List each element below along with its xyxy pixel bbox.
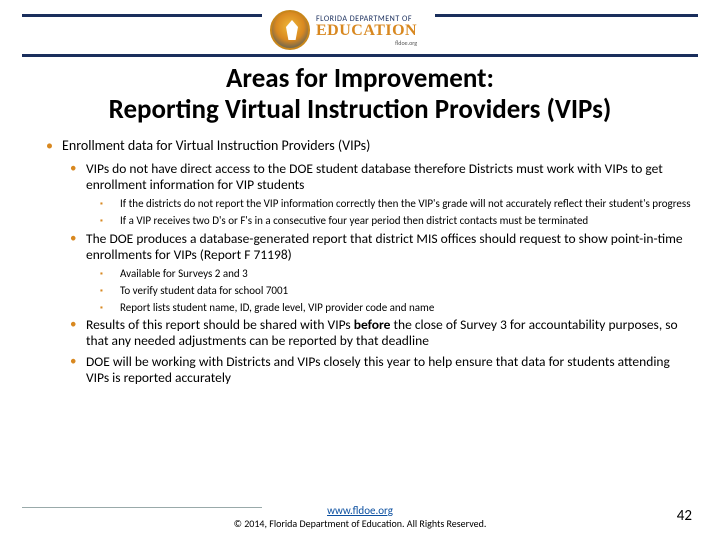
fldoe-logo: FLORIDA DEPARTMENT OF EDUCATION fldoe.or…: [270, 8, 430, 52]
slide-body: Enrollment data for Virtual Instruction …: [42, 138, 692, 390]
logo-shield-icon: [270, 10, 310, 50]
slide-footer: www.fldoe.org © 2014, Florida Department…: [0, 504, 720, 530]
logo-text: FLORIDA DEPARTMENT OF EDUCATION fldoe.or…: [316, 15, 417, 46]
bullet-level2: The DOE produces a database-generated re…: [42, 231, 692, 263]
title-line-2: Reporting Virtual Instruction Providers …: [109, 93, 612, 126]
text-pre: Results of this report should be shared …: [86, 316, 354, 333]
page-number: 42: [677, 507, 692, 525]
logo-sub-text: fldoe.org: [395, 40, 417, 46]
bullet-level3: Report lists student name, ID, grade lev…: [42, 301, 692, 315]
text-bold: before: [354, 316, 394, 333]
bullet-level3: If a VIP receives two D's or F's in a co…: [42, 214, 692, 228]
bullet-level1: Enrollment data for Virtual Instruction …: [42, 138, 692, 155]
footer-copyright: © 2014, Florida Department of Education.…: [234, 517, 487, 530]
logo-main-text: EDUCATION: [316, 23, 417, 39]
bullet-level2: Results of this report should be shared …: [42, 317, 692, 349]
bullet-level3: If the districts do not report the VIP i…: [42, 197, 692, 211]
bullet-level2: DOE will be working with Districts and V…: [42, 354, 692, 386]
bullet-level3: To verify student data for school 7001: [42, 284, 692, 298]
footer-link[interactable]: www.fldoe.org: [327, 504, 393, 517]
header-rule-bottom: [22, 54, 698, 57]
title-line-1: Areas for Improvement:: [226, 62, 494, 95]
bullet-level3: Available for Surveys 2 and 3: [42, 267, 692, 281]
header-rule-left: [22, 14, 262, 17]
header-rule-right: [435, 14, 698, 17]
slide-title: Areas for Improvement: Reporting Virtual…: [0, 63, 720, 125]
bullet-level2: VIPs do not have direct access to the DO…: [42, 161, 692, 193]
